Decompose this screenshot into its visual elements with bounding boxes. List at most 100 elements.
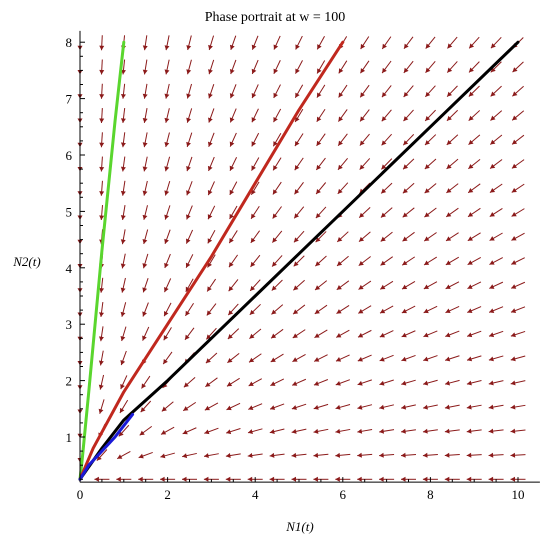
field-arrow-head [142, 214, 148, 220]
y-tick-label: 4 [66, 261, 73, 276]
field-arrow-head [120, 93, 126, 99]
field-arrow-head [251, 117, 257, 123]
field-arrow [164, 59, 170, 75]
field-arrow [401, 330, 416, 338]
field-arrow-head [251, 68, 257, 74]
field-arrow-head [270, 405, 276, 410]
field-arrow-head [489, 187, 496, 193]
field-arrow [400, 452, 417, 458]
field-arrow-head [229, 117, 235, 123]
field-arrow [381, 85, 392, 98]
field-arrow [186, 181, 193, 196]
field-arrow [357, 379, 372, 386]
field-arrow [403, 109, 414, 122]
field-arrow-head [489, 260, 495, 265]
field-arrow [208, 35, 215, 51]
field-arrow-head [227, 357, 233, 363]
field-arrow [316, 108, 326, 123]
field-arrow-head [382, 43, 387, 49]
field-arrow [315, 206, 327, 219]
field-arrow [205, 377, 218, 388]
field-arrow [226, 377, 240, 387]
field-arrow [401, 354, 416, 362]
field-arrow-head [293, 309, 299, 315]
field-arrow [336, 305, 350, 315]
field-arrow [357, 329, 372, 338]
field-arrow-head [142, 166, 148, 172]
field-arrow-head [292, 357, 298, 362]
field-arrow-head [249, 357, 255, 363]
field-arrow [446, 183, 459, 194]
field-arrow [99, 132, 105, 148]
field-arrow-head [335, 357, 342, 362]
field-arrow [99, 180, 105, 196]
field-arrow [249, 279, 261, 292]
field-arrow-head [271, 309, 277, 315]
field-arrow [489, 159, 503, 169]
field-arrow [163, 302, 172, 317]
field-arrow-head [207, 165, 213, 171]
field-arrow [99, 108, 105, 124]
field-arrow [120, 205, 126, 221]
field-arrow [273, 60, 281, 74]
field-arrow-head [164, 214, 170, 220]
field-arrow-head [164, 117, 170, 123]
field-arrow-head [291, 405, 297, 410]
field-arrow-head [467, 260, 473, 265]
field-arrow-head [207, 238, 213, 244]
field-arrow-head [291, 452, 297, 458]
field-arrow [335, 379, 351, 386]
field-arrow-head [229, 213, 234, 220]
field-arrow [510, 404, 526, 410]
field-arrow-head [294, 213, 300, 219]
field-arrow-head [206, 310, 212, 316]
field-arrow [489, 232, 503, 241]
field-arrow-head [186, 45, 192, 51]
field-arrow [316, 60, 326, 74]
field-arrow-head [510, 356, 516, 362]
field-arrow-head [380, 236, 386, 242]
field-arrow [360, 36, 370, 50]
field-arrow [423, 305, 438, 314]
field-arrow [141, 375, 151, 389]
field-arrow [229, 205, 238, 220]
field-arrow [120, 180, 126, 196]
field-arrow [250, 254, 261, 268]
field-arrow-head [120, 335, 126, 341]
field-arrow [269, 452, 285, 458]
field-arrow [511, 208, 525, 217]
field-arrow-head [226, 405, 232, 411]
field-arrow-head [402, 188, 408, 194]
field-arrow-head [336, 309, 342, 314]
field-arrow-head [316, 116, 322, 122]
field-arrow-head [510, 380, 516, 386]
field-arrow [467, 232, 481, 242]
field-arrow [335, 354, 350, 362]
field-arrow [381, 60, 392, 74]
field-arrow-head [208, 44, 213, 50]
field-arrow-head [164, 69, 170, 75]
field-arrow [445, 232, 459, 242]
field-arrow-head [360, 68, 366, 74]
field-arrow-head [467, 284, 473, 289]
field-arrow [335, 404, 351, 410]
field-arrow [336, 280, 350, 291]
field-arrow-head [424, 212, 430, 218]
field-arrow [445, 256, 460, 266]
field-arrow-head [294, 140, 300, 147]
field-arrow-head [425, 115, 431, 121]
field-arrow-head [403, 91, 409, 97]
field-arrow-head [291, 429, 297, 434]
field-arrow-head [316, 164, 322, 170]
field-arrow-head [446, 115, 452, 121]
field-arrow-head [184, 334, 190, 340]
field-arrow-head [185, 262, 191, 268]
field-arrow-head [358, 284, 364, 290]
field-arrow-head [316, 140, 322, 146]
field-arrow [251, 108, 259, 123]
field-arrow-head [138, 476, 143, 482]
field-arrow [142, 59, 148, 75]
field-arrow [250, 181, 260, 195]
field-arrow-head [313, 428, 319, 434]
field-arrow-head [466, 476, 472, 482]
